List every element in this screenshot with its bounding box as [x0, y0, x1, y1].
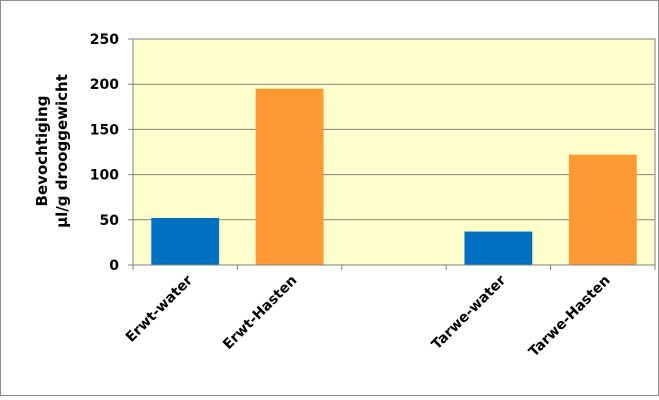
axes	[128, 38, 656, 270]
bar	[151, 217, 220, 265]
plot-area	[132, 38, 656, 266]
y-tick-label: 200	[90, 77, 119, 93]
x-tick-label: Erwt-water	[123, 272, 196, 345]
x-tick-label: Tarwe-Hasten	[526, 273, 614, 361]
x-tick-labels: Erwt-water Erwt-Hasten Tarwe-water Tarwe-Ha…	[123, 272, 614, 360]
y-tick-label: 150	[90, 122, 119, 138]
y-tick-label: 100	[90, 168, 119, 184]
y-tick-labels: 0 50 100 150 200 250	[90, 32, 119, 274]
bar	[464, 231, 533, 265]
bar	[568, 154, 637, 265]
x-tick-label: Erwt-Hasten	[220, 273, 300, 353]
y-tick-label: 250	[90, 32, 119, 48]
bars	[151, 88, 637, 265]
y-axis-label-line2: µl/g drooggewicht	[53, 74, 71, 228]
x-tick-label: Tarwe-water	[429, 272, 510, 353]
gridlines	[133, 83, 655, 221]
y-tick-label: 0	[109, 258, 119, 274]
y-axis-label-line1: Bevochtiging	[33, 96, 51, 207]
y-tick-label: 50	[100, 213, 120, 229]
bar	[255, 88, 324, 265]
